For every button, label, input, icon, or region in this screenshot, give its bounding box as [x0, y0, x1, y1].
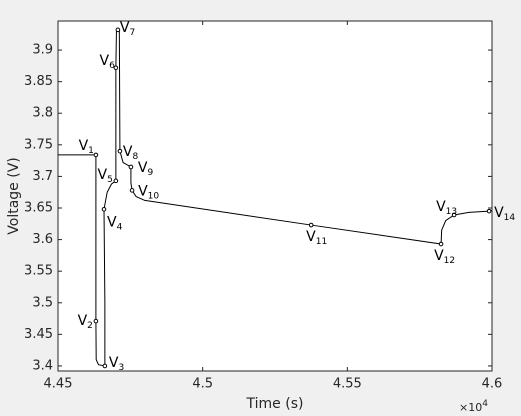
- point-label: V8: [123, 144, 139, 162]
- point-label-sub: 10: [148, 191, 160, 201]
- point-marker: [102, 363, 108, 369]
- point-label-sub: 9: [147, 167, 153, 177]
- point-marker: [113, 178, 119, 184]
- point-marker: [128, 164, 134, 170]
- point-label: V9: [138, 160, 154, 178]
- plot-area: [57, 20, 493, 372]
- x-tick-label: 4.45: [44, 377, 73, 392]
- point-label-sub: 12: [444, 256, 455, 266]
- point-label: V6: [100, 53, 116, 70]
- point-marker: [117, 148, 123, 154]
- point-label-base: V: [100, 53, 110, 69]
- point-label-sub: 14: [504, 213, 516, 223]
- point-label-base: V: [306, 229, 316, 245]
- x-axis-label: Time (s): [246, 396, 304, 412]
- point-label-base: V: [436, 199, 446, 215]
- point-label: V12: [434, 248, 455, 266]
- x-multiplier-exp: 4: [482, 399, 488, 409]
- point-label-base: V: [78, 313, 88, 329]
- x-multiplier: ×104: [459, 399, 488, 415]
- point-label-sub: 13: [446, 206, 457, 216]
- point-label-sub: 2: [87, 321, 93, 331]
- y-tick-label: 3.4: [32, 358, 53, 373]
- x-multiplier-base: ×10: [459, 401, 482, 414]
- x-tick-label: 4.55: [333, 377, 362, 392]
- point-label-sub: 7: [129, 27, 135, 37]
- point-label: V13: [436, 199, 457, 217]
- point-label-base: V: [79, 138, 89, 154]
- point-label: V10: [138, 183, 159, 201]
- point-label-base: V: [494, 205, 504, 221]
- point-label: V1: [79, 138, 94, 156]
- point-label-base: V: [120, 20, 130, 36]
- point-label-sub: 8: [132, 152, 138, 162]
- point-label-base: V: [123, 144, 133, 160]
- point-label-sub: 4: [117, 222, 123, 232]
- x-tick-label: 4.5: [192, 377, 213, 392]
- point-marker: [101, 206, 107, 212]
- point-label: V11: [306, 229, 327, 247]
- point-label: V4: [107, 214, 123, 232]
- point-label-sub: 6: [109, 60, 115, 70]
- point-label-base: V: [138, 183, 148, 199]
- point-label: V3: [109, 355, 124, 373]
- y-tick-label: 3.75: [24, 137, 53, 152]
- y-tick-label: 3.85: [24, 74, 53, 89]
- y-tick-label: 3.7: [32, 169, 53, 184]
- point-label: V5: [98, 167, 113, 185]
- point-marker: [451, 212, 457, 218]
- point-marker: [115, 27, 121, 33]
- point-label-sub: 5: [107, 174, 113, 184]
- point-label: V2: [78, 313, 93, 331]
- y-tick-label: 3.45: [24, 327, 53, 342]
- point-label-base: V: [434, 248, 444, 264]
- y-tick-label: 3.55: [24, 264, 53, 279]
- x-tick-label: 4.6: [482, 377, 503, 392]
- point-marker: [438, 241, 444, 247]
- y-tick-label: 3.8: [32, 106, 53, 121]
- y-tick-label: 3.6: [32, 232, 53, 247]
- point-label-base: V: [98, 167, 108, 183]
- point-marker: [113, 65, 119, 71]
- point-marker: [129, 188, 135, 193]
- point-label: V7: [120, 20, 135, 38]
- point-label-sub: 3: [118, 362, 124, 372]
- point-marker: [486, 208, 492, 214]
- y-tick-label: 3.9: [32, 43, 53, 58]
- point-label-sub: 11: [316, 237, 327, 247]
- point-label: V14: [494, 205, 515, 223]
- point-label-sub: 1: [88, 145, 94, 155]
- point-marker: [308, 222, 314, 228]
- point-label-base: V: [138, 160, 148, 176]
- point-marker: [93, 152, 99, 158]
- point-label-base: V: [107, 214, 117, 230]
- point-marker: [93, 318, 99, 324]
- y-axis-label: Voltage (V): [6, 157, 22, 234]
- y-tick-label: 3.65: [24, 201, 53, 216]
- y-tick-label: 3.5: [32, 295, 53, 310]
- point-label-base: V: [109, 355, 119, 371]
